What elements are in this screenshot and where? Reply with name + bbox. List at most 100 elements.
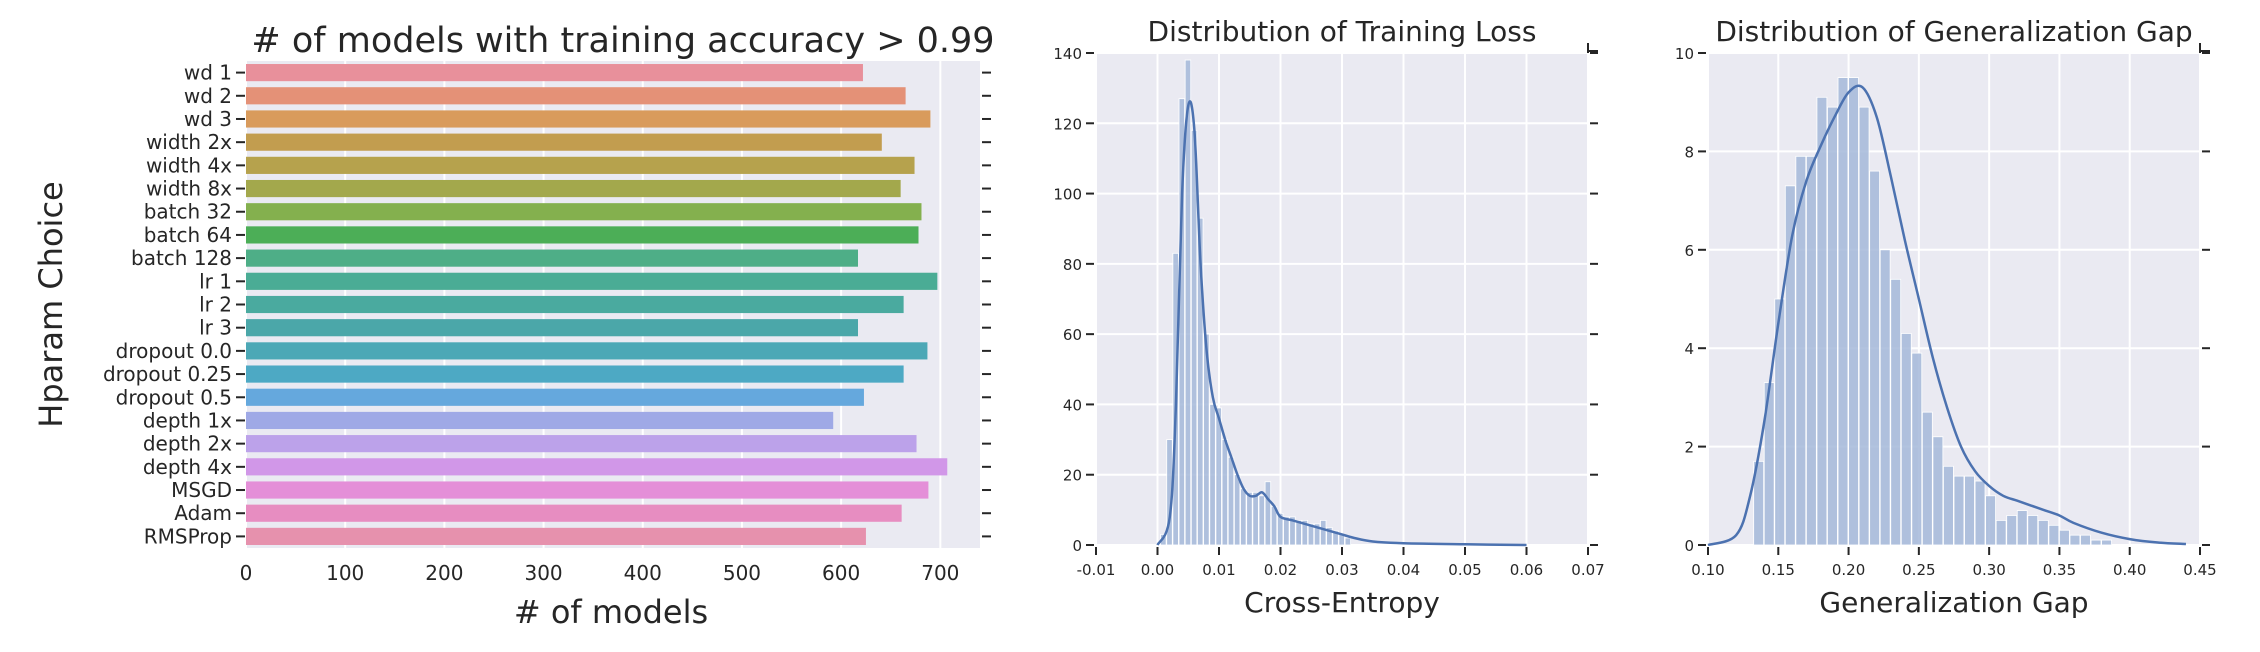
y-tick-label: RMSProp [144, 524, 232, 548]
x-axis-label: Generalization Gap [1819, 586, 2088, 619]
histogram-bar [1313, 523, 1321, 546]
x-tick-label: 400 [624, 561, 662, 585]
histogram-bar [1911, 352, 1923, 546]
histogram-bar [1258, 495, 1265, 546]
chart-title: Distribution of Training Loss [1148, 15, 1537, 48]
bar [246, 133, 882, 151]
y-tick-label: depth 1x [143, 408, 232, 432]
x-tick-label: 200 [425, 561, 463, 585]
x-tick-label: 0.10 [1691, 561, 1724, 579]
histogram-bar [1221, 439, 1229, 546]
histogram-bar [1184, 59, 1192, 546]
histogram-bar [1332, 530, 1339, 546]
histogram-bar [1774, 298, 1786, 546]
y-tick-label: 4 [1684, 340, 1694, 358]
x-tick-label: 100 [326, 561, 364, 585]
y-tick-label: Adam [174, 501, 232, 525]
x-tick-label: 0.40 [2113, 561, 2146, 579]
histogram-bar [1326, 527, 1333, 546]
y-tick-label: 20 [1063, 467, 1082, 485]
histogram-bar [1848, 77, 1859, 546]
histogram-bar [1900, 333, 1912, 546]
y-tick-label: wd 1 [184, 61, 232, 85]
histogram-bar [1295, 520, 1302, 546]
histogram-bar [2059, 529, 2070, 546]
y-tick-label: width 4x [146, 153, 232, 177]
histogram-bar [1240, 488, 1247, 546]
ticks: 0.10 0.15 0.20 0.25 0.30 0.35 0.40 0.45 0 2 4 6 8 10 [1675, 43, 2217, 579]
x-tick-label: 0.02 [1264, 561, 1297, 579]
histogram-bar [2006, 515, 2018, 546]
y-axis-label: Hparam Choice [32, 181, 70, 427]
bar [246, 249, 858, 267]
y-tick-label: lr 2 [199, 293, 232, 317]
bar [246, 411, 834, 430]
y-tick-label: 60 [1063, 326, 1082, 344]
bar [246, 504, 902, 522]
y-tick-label: batch 128 [131, 246, 232, 270]
histogram-bar [1964, 475, 1975, 546]
x-tick-label: 0.45 [2183, 561, 2216, 579]
bars [246, 64, 948, 545]
y-tick-label: depth 4x [143, 455, 232, 479]
histogram-bar [1953, 475, 1965, 546]
x-tick-label: 0.15 [1762, 561, 1795, 579]
x-tick-label: 0.20 [1832, 561, 1865, 579]
x-tick-label: 0.01 [1202, 561, 1235, 579]
histogram-bar [1190, 129, 1198, 546]
histogram-bar [2037, 520, 2049, 546]
histogram-bar [2027, 515, 2039, 546]
bar [246, 179, 901, 198]
y-tick-label: 6 [1684, 242, 1694, 260]
y-tick-label: dropout 0.25 [103, 362, 232, 386]
histogram-bar [1209, 404, 1216, 546]
bar [246, 481, 929, 499]
y-tick-label: batch 32 [144, 200, 232, 224]
bar [246, 388, 864, 406]
y-tick-label: 0 [1684, 537, 1694, 555]
y-tick-label: 10 [1675, 45, 1694, 63]
y-tick-label: dropout 0.0 [116, 339, 232, 363]
x-tick-label: 0.07 [1571, 561, 1604, 579]
histogram-bar [1264, 481, 1272, 546]
histogram-bar [1943, 465, 1954, 546]
histogram-bar [2090, 539, 2102, 546]
grid [1095, 52, 1589, 546]
histogram-bar [2101, 539, 2112, 546]
x-tick-label: 0.00 [1141, 561, 1174, 579]
bar [246, 458, 948, 476]
histogram-bar [1985, 495, 1996, 546]
histogram-bar [1215, 407, 1222, 546]
histogram-bar [2069, 534, 2081, 546]
x-tick-label: 700 [921, 561, 959, 585]
histogram-bar [1858, 106, 1870, 546]
kde-line [1156, 100, 1527, 547]
x-tick-label: 300 [524, 561, 562, 585]
bar [246, 435, 917, 453]
y-tick-label: 140 [1053, 45, 1082, 63]
histogram-bar [1283, 516, 1290, 546]
bar [246, 365, 904, 383]
x-tick-label: 0.35 [2043, 561, 2076, 579]
y-tick-label: width 8x [146, 177, 232, 201]
histogram-bar [1301, 520, 1308, 546]
histogram-bar [1252, 491, 1259, 546]
bar [246, 272, 938, 290]
x-tick-label: 0.04 [1387, 561, 1420, 579]
x-axis-label: # of models [514, 593, 708, 631]
histogram-bar [1995, 520, 2007, 546]
y-tick-label: 80 [1063, 256, 1082, 274]
histogram-bar [1277, 512, 1284, 546]
histogram-bar [1816, 96, 1828, 546]
histogram-bar [1806, 155, 1817, 546]
histogram-bar [1197, 217, 1204, 546]
y-tick-label: 40 [1063, 396, 1082, 414]
histogram-bar [1227, 456, 1235, 546]
histogram-bar [1795, 155, 1807, 546]
bar [246, 295, 904, 314]
histogram-bar [1932, 436, 1944, 546]
histogram-bar [1837, 77, 1849, 546]
